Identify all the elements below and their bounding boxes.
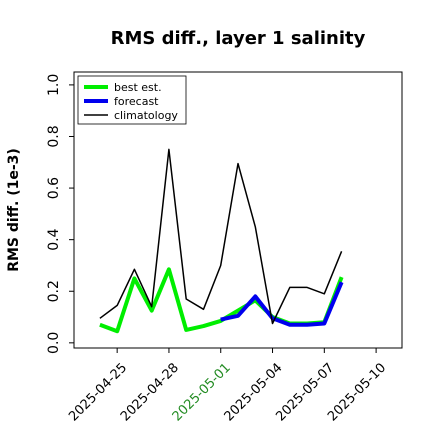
y-axis-label: RMS diff. (1e-3) [6, 148, 22, 272]
plot-frame [73, 71, 403, 349]
plot-series [99, 148, 344, 334]
legend-label-climatology: climatology [114, 109, 178, 122]
y-tick-label: 0.4 [46, 228, 62, 250]
legend: best est. forecast climatology [77, 75, 187, 125]
y-tick-label: 0.0 [46, 332, 62, 354]
y-axis-ticks: 0.0 0.2 0.4 0.6 0.8 1.0 [46, 74, 74, 354]
chart-title: RMS diff., layer 1 salinity [111, 28, 366, 49]
y-tick-label: 0.2 [46, 280, 62, 302]
series-line-climatology [99, 148, 343, 325]
x-axis-ticks: 2025-04-252025-04-282025-05-012025-05-04… [66, 348, 389, 424]
legend-label-forecast: forecast [114, 95, 159, 108]
series-line-best-est [99, 267, 344, 334]
legend-label-best-est: best est. [114, 81, 162, 94]
series-line-forecast [220, 281, 344, 327]
y-tick-label: 1.0 [46, 74, 62, 96]
y-tick-label: 0.6 [46, 177, 62, 199]
y-tick-label: 0.8 [46, 125, 62, 147]
